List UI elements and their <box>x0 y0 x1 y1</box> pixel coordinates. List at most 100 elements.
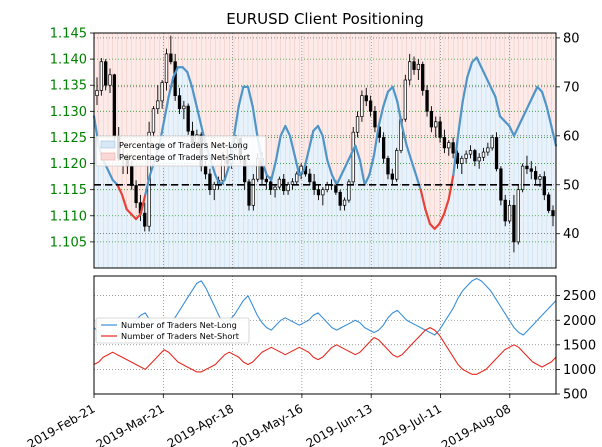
positioning-line-segment <box>316 124 324 137</box>
positioning-line-segment <box>424 208 432 226</box>
legend-label-net-short-count: Number of Traders Net-Short <box>121 331 240 341</box>
positioning-line-segment <box>246 85 254 108</box>
candle-body <box>108 74 112 86</box>
legend-box <box>95 317 250 344</box>
positioning-line-segment <box>419 188 427 211</box>
legend-label-net-long-count: Number of Traders Net-Long <box>121 320 237 330</box>
positioning-line-segment <box>475 56 483 69</box>
candle-body <box>99 61 103 91</box>
count-tick-label: 1500 <box>563 338 596 353</box>
candle-body <box>533 171 538 180</box>
positioning-line-segment <box>106 168 114 181</box>
positioning-line-segment <box>270 159 278 181</box>
positioning-line-segment <box>130 213 138 221</box>
price-tick-label: 1.110 <box>50 209 87 224</box>
candle-body <box>481 151 486 158</box>
positioning-line-segment <box>344 154 352 167</box>
candle-body <box>286 184 290 192</box>
price-axis-left: 1.145 1.140 1.135 1.130 1.125 1.120 1.115 1.110… <box>50 27 94 250</box>
candle-body <box>538 176 542 180</box>
candle-body <box>477 156 481 162</box>
positioning-line-segment <box>522 105 530 118</box>
count-panel-frame <box>93 275 557 395</box>
date-axis: 2019-Feb-212019-Mar-212019-Apr-182019-Ma… <box>25 394 513 447</box>
positioning-line-segment <box>508 124 516 137</box>
candle-body <box>403 79 407 120</box>
candle-body <box>386 157 390 175</box>
price-tick-label: 1.135 <box>50 79 87 94</box>
candle-body <box>251 178 255 206</box>
positioning-line-segment <box>288 134 296 157</box>
candle-body <box>273 186 277 191</box>
candle-body <box>529 168 533 172</box>
date-tick-label: 2019-Jul-11 <box>377 401 444 447</box>
positioning-line-segment <box>489 85 497 98</box>
positioning-line-segment <box>391 85 399 103</box>
candle-body <box>269 181 273 191</box>
candle-body <box>525 165 529 170</box>
candle-body <box>355 116 360 133</box>
price-panel-frame <box>93 32 557 269</box>
price-tick-label: 1.130 <box>50 105 87 120</box>
net-short-count-line <box>93 327 557 375</box>
positioning-line-segment <box>503 120 511 128</box>
candle-body <box>212 184 216 191</box>
count-axis-right: 2500 2000 1500 1000 500 <box>556 289 596 403</box>
candle-body <box>112 74 117 137</box>
candle-body <box>464 153 468 159</box>
positioning-line-segment <box>400 124 408 147</box>
candle-body <box>104 61 108 86</box>
candle-body <box>173 61 177 97</box>
positioning-line-segment <box>540 90 548 108</box>
positioning-line-segment <box>218 178 226 186</box>
positioning-line-segment <box>354 144 362 162</box>
date-tick-label: 2019-Feb-21 <box>25 401 98 447</box>
positioning-line-segment <box>162 95 170 123</box>
positioning-line-segment <box>274 134 282 162</box>
percent-tick-label: 60 <box>563 129 580 144</box>
percent-tick-label: 80 <box>563 31 580 46</box>
positioning-line-segment <box>414 173 422 191</box>
positioning-line-segment <box>186 71 194 88</box>
positioning-line-segment <box>251 105 259 137</box>
candle-body <box>447 142 451 149</box>
positioning-line-segment <box>232 105 240 137</box>
positioning-line-segment <box>195 105 203 128</box>
positioning-line-segment <box>302 149 310 172</box>
candle-body <box>542 176 546 196</box>
legend-swatch-net-long <box>100 140 116 149</box>
candle-body <box>412 61 416 70</box>
candle-body <box>438 121 442 138</box>
positioning-line-segment <box>382 90 390 108</box>
candle-body <box>143 212 147 227</box>
positioning-line-segment <box>461 75 469 103</box>
legend-swatch-net-short <box>100 152 116 161</box>
positioning-line-segment <box>284 124 292 137</box>
candle-body <box>551 210 555 217</box>
candle-body <box>373 110 377 128</box>
positioning-line-segment <box>340 164 348 177</box>
date-tick-label: 2019-Jun-13 <box>304 401 375 447</box>
candle-body <box>473 150 477 162</box>
positioning-line-segment <box>335 173 343 186</box>
candle-body <box>368 100 373 112</box>
candle-body <box>434 121 438 128</box>
positioning-line-segment <box>172 66 180 79</box>
positioning-line-segment <box>111 178 119 186</box>
positioning-line-segment <box>512 124 520 137</box>
candle-body <box>503 199 507 222</box>
candle-body <box>338 191 342 206</box>
candle-body <box>308 173 312 183</box>
legend-label-net-long: Percentage of Traders Net-Long <box>119 140 248 150</box>
positioning-line-segment <box>377 105 385 128</box>
candle-body <box>351 131 355 183</box>
candle-body <box>486 147 490 153</box>
positioning-line-segment <box>428 222 436 230</box>
count-tick-label: 1000 <box>563 363 596 378</box>
percent-tick-label: 40 <box>563 227 580 242</box>
candle-body <box>203 165 208 175</box>
price-positioning-axes: 1.145 1.140 1.135 1.130 1.125 1.120 1.115 1.110… <box>50 10 580 269</box>
positioning-line-segment <box>494 95 502 118</box>
legend-label-net-short: Percentage of Traders Net-Short <box>119 152 251 162</box>
candle-body <box>130 165 134 186</box>
